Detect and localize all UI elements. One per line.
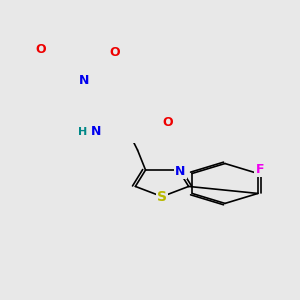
Text: O: O <box>35 43 46 56</box>
Text: O: O <box>162 116 173 129</box>
Text: O: O <box>109 46 120 59</box>
Text: N: N <box>92 125 102 138</box>
Text: H: H <box>78 127 87 137</box>
Text: F: F <box>256 163 264 176</box>
Text: N: N <box>80 74 90 87</box>
Text: S: S <box>157 190 167 204</box>
Text: N: N <box>175 165 186 178</box>
